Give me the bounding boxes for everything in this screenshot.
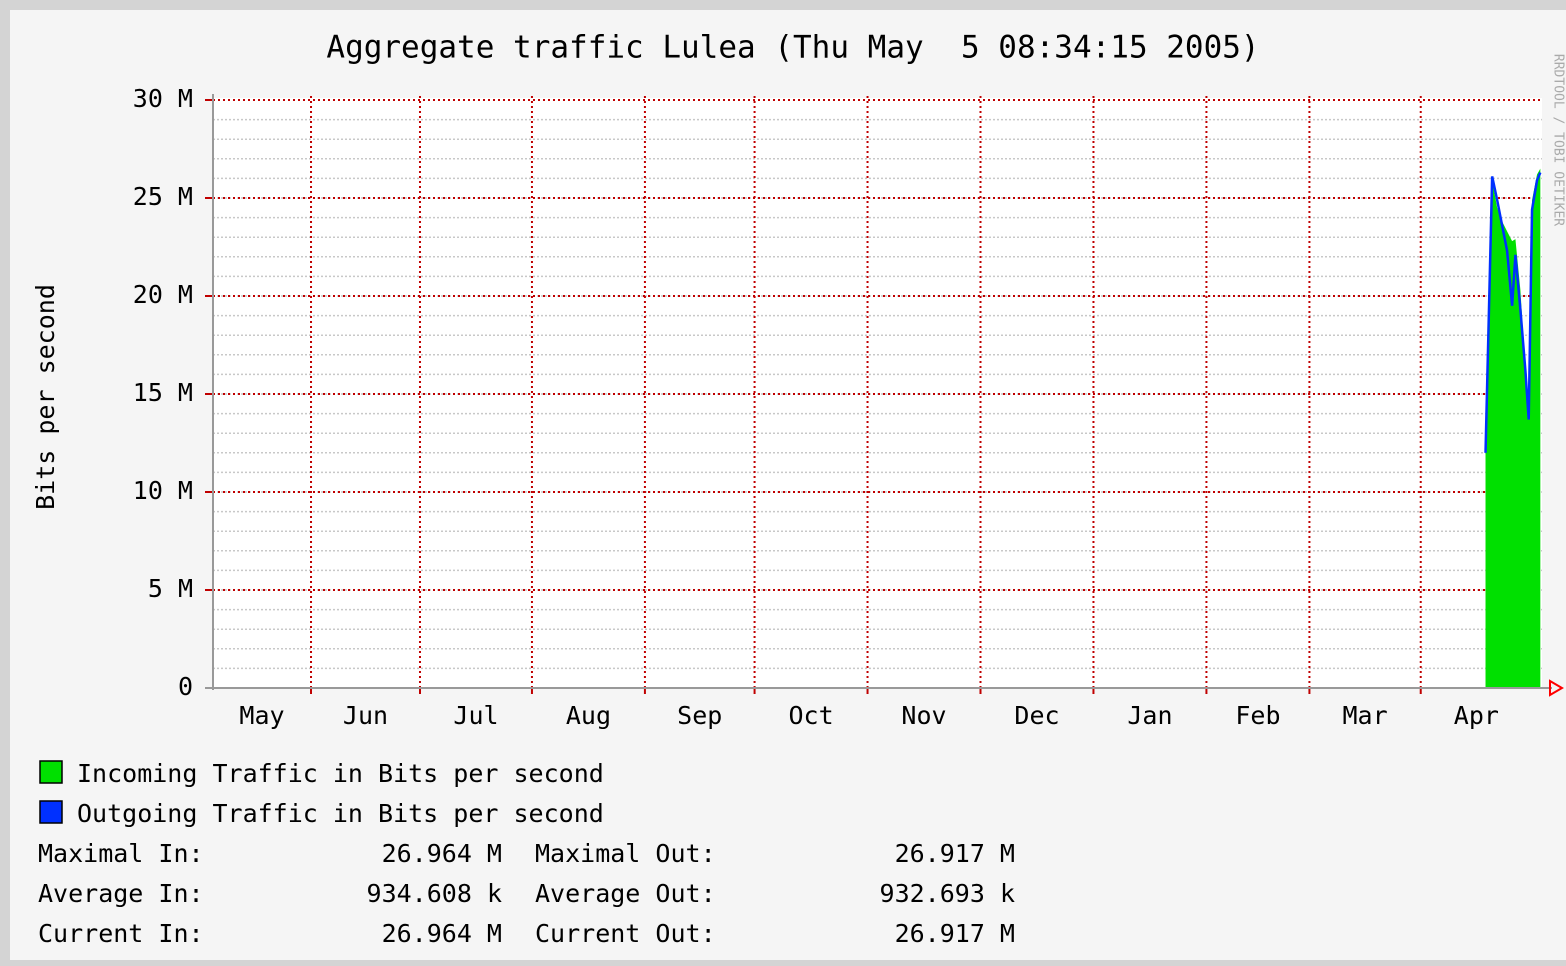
x-tick-label: Aug xyxy=(566,701,611,730)
legend-swatch xyxy=(39,760,63,784)
x-tick-label: May xyxy=(239,701,284,730)
y-tick-label: 15 M xyxy=(133,378,193,407)
x-tick-label: Apr xyxy=(1454,701,1499,730)
x-tick-label: Sep xyxy=(677,701,722,730)
stat-value: 26.964 M xyxy=(382,919,502,948)
chart-title: Aggregate traffic Lulea (Thu May 5 08:34… xyxy=(326,30,1259,66)
x-tick-label: Jul xyxy=(453,701,498,730)
y-tick-label: 25 M xyxy=(133,182,193,211)
x-tick-label: Nov xyxy=(901,701,946,730)
legend-label: Incoming Traffic in Bits per second xyxy=(77,759,604,788)
stat-value: 26.964 M xyxy=(382,839,502,868)
axis-arrow xyxy=(1549,679,1564,697)
y-tick-label: 0 xyxy=(178,672,193,701)
watermark: RRDTOOL / TOBI OETIKER xyxy=(1551,54,1566,226)
plot-area xyxy=(213,98,1542,688)
x-tick-label: Oct xyxy=(788,701,833,730)
line xyxy=(1484,172,1542,453)
y-tick-label: 10 M xyxy=(133,476,193,505)
stat-value: 26.917 M xyxy=(895,919,1015,948)
stat-label: Average In: xyxy=(38,879,204,908)
stat-label: Average Out: xyxy=(535,879,716,908)
x-tick-label: Mar xyxy=(1342,701,1387,730)
y-tick-label: 5 M xyxy=(148,574,193,603)
area xyxy=(1485,168,1541,689)
y-tick-label: 20 M xyxy=(133,280,193,309)
stat-value: 932.693 k xyxy=(880,879,1015,908)
x-tick-label: Dec xyxy=(1014,701,1059,730)
y-axis-label: Bits per second xyxy=(31,284,60,510)
stat-value: 934.608 k xyxy=(367,879,502,908)
stat-label: Current In: xyxy=(38,919,204,948)
legend-swatch xyxy=(39,800,63,824)
x-tick-label: Jun xyxy=(343,701,388,730)
stat-label: Maximal Out: xyxy=(535,839,716,868)
legend-label: Outgoing Traffic in Bits per second xyxy=(77,799,604,828)
y-tick-label: 30 M xyxy=(133,84,193,113)
stat-label: Maximal In: xyxy=(38,839,204,868)
x-tick-label: Feb xyxy=(1235,701,1280,730)
stat-label: Current Out: xyxy=(535,919,716,948)
x-tick-label: Jan xyxy=(1127,701,1172,730)
stat-value: 26.917 M xyxy=(895,839,1015,868)
